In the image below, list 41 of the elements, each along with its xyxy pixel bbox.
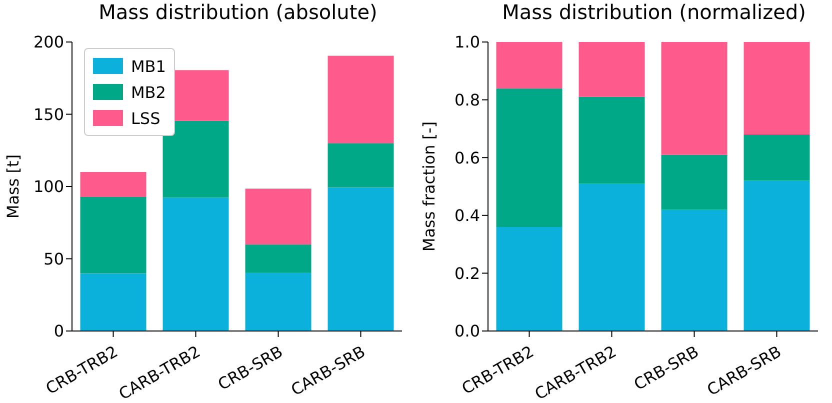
legend-label: LSS	[131, 108, 160, 128]
bar	[496, 42, 562, 88]
bar	[245, 188, 312, 244]
y-tick-label: 50	[44, 249, 64, 268]
bar	[744, 134, 810, 181]
chart-title: Mass distribution (absolute)	[98, 0, 378, 26]
bar	[245, 244, 312, 272]
y-tick-label: 0	[54, 322, 64, 341]
bar	[328, 143, 394, 188]
bar	[328, 187, 394, 331]
bar	[661, 210, 728, 331]
y-tick-label: 0.8	[454, 90, 480, 110]
bar	[162, 120, 229, 198]
legend-label: MB1	[131, 56, 166, 76]
y-axis-title: Mass fraction [-]	[420, 121, 439, 252]
bar	[578, 42, 645, 97]
bar	[578, 184, 645, 331]
bar	[328, 56, 394, 144]
bar	[162, 197, 229, 331]
y-tick-label: 200	[33, 32, 64, 52]
bar	[661, 154, 728, 210]
bar	[744, 42, 810, 134]
y-tick-label: 0.6	[454, 148, 480, 168]
y-tick-label: 0.0	[454, 322, 480, 341]
y-axis-title: Mass [t]	[4, 154, 23, 219]
y-tick-label: 0.2	[454, 264, 480, 283]
bar	[496, 226, 562, 331]
legend-label: MB2	[131, 82, 166, 102]
y-tick-label: 100	[33, 177, 64, 196]
y-tick-label: 0.4	[454, 206, 480, 226]
bar	[80, 196, 146, 274]
bar	[496, 88, 562, 227]
bar	[245, 272, 312, 331]
bar	[661, 42, 728, 155]
y-tick-label: 150	[33, 104, 64, 124]
bar	[578, 96, 645, 184]
bar	[80, 273, 146, 331]
bar	[80, 172, 146, 197]
bar	[744, 180, 810, 331]
y-tick-label: 1.0	[454, 32, 480, 52]
chart-title: Mass distribution (normalized)	[501, 0, 807, 26]
